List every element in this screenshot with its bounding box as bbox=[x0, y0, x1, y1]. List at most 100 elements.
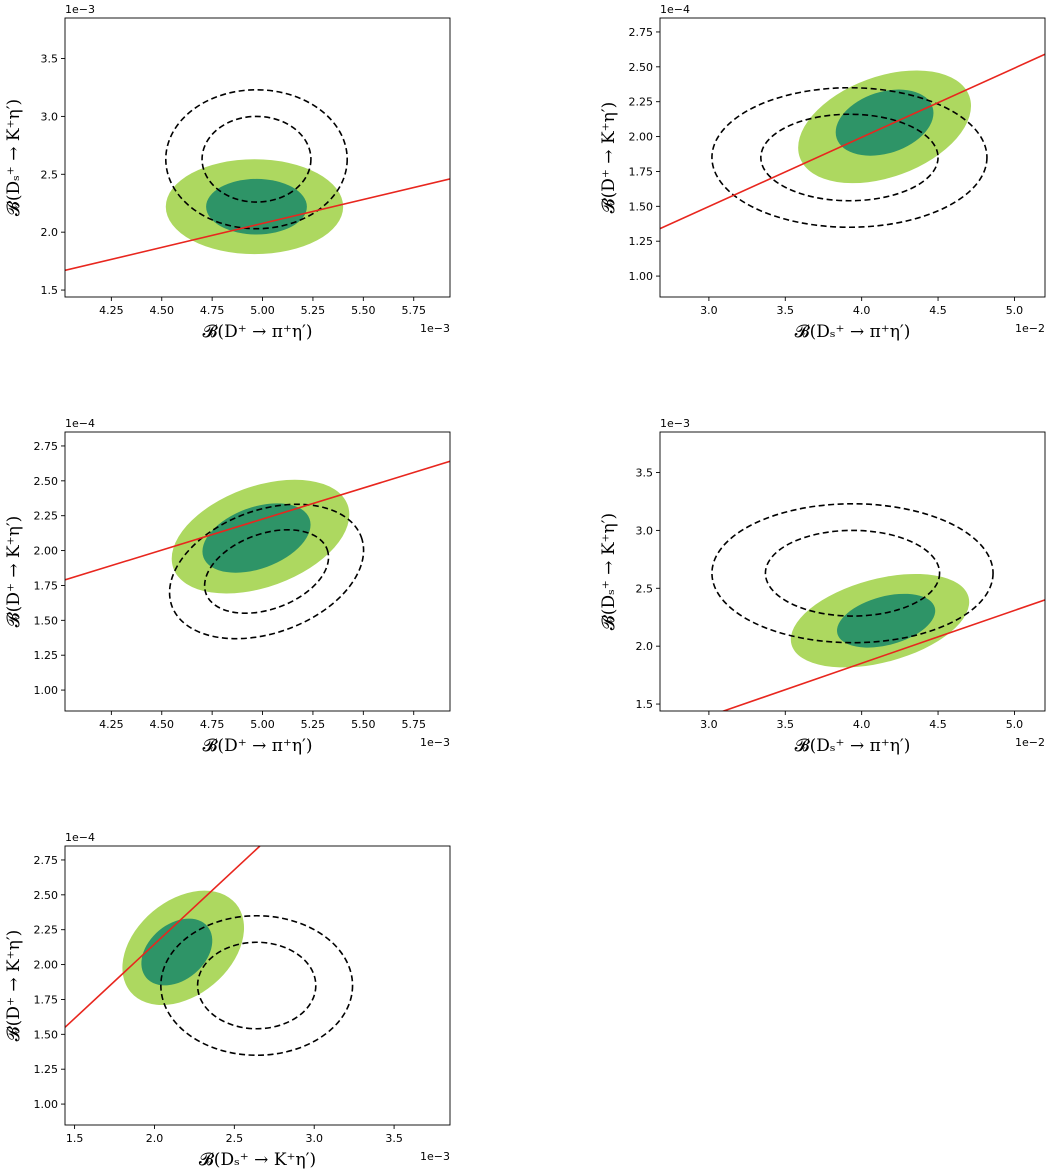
y-tick-label: 3.5 bbox=[41, 53, 59, 66]
x-tick-label: 4.50 bbox=[150, 304, 175, 317]
plot-area bbox=[660, 53, 1045, 230]
y-tick-label: 2.0 bbox=[636, 640, 654, 653]
y-tick-label: 1.00 bbox=[629, 270, 654, 283]
y-tick-label: 2.0 bbox=[41, 226, 59, 239]
y-tick-label: 2.00 bbox=[34, 959, 59, 972]
fit-line bbox=[660, 53, 1045, 230]
inner-confidence-region bbox=[835, 89, 934, 156]
y-tick-label: 1.5 bbox=[41, 284, 59, 297]
y-tick-label: 1.00 bbox=[34, 684, 59, 697]
y-axis-label: 𝓑(Dₛ⁺ → K⁺η′) bbox=[4, 99, 24, 216]
y-offset-text: 1e−4 bbox=[65, 831, 95, 844]
y-tick-label: 1.75 bbox=[34, 579, 59, 592]
y-offset-text: 1e−4 bbox=[660, 3, 690, 16]
x-tick-label: 5.50 bbox=[351, 304, 376, 317]
axes-frame bbox=[64, 431, 451, 712]
fit-line bbox=[65, 846, 261, 1028]
y-tick-label: 2.50 bbox=[34, 889, 59, 902]
x-offset-text: 1e−3 bbox=[420, 322, 450, 335]
y-axis-label: 𝓑(D⁺ → K⁺η′) bbox=[599, 102, 619, 214]
x-tick-label: 4.25 bbox=[99, 718, 124, 731]
x-offset-text: 1e−3 bbox=[420, 736, 450, 749]
y-axis-label: 𝓑(D⁺ → K⁺η′) bbox=[4, 930, 24, 1042]
x-tick-label: 4.25 bbox=[99, 304, 124, 317]
x-tick-label: 3.0 bbox=[700, 304, 718, 317]
y-tick-label: 2.5 bbox=[41, 168, 59, 181]
x-tick-label: 1.5 bbox=[66, 1132, 84, 1145]
dashed-contour-2 bbox=[711, 502, 994, 644]
plot-area bbox=[65, 460, 450, 640]
y-tick-label: 3.0 bbox=[41, 110, 59, 123]
axes-frame bbox=[64, 17, 451, 298]
x-tick-label: 5.25 bbox=[301, 718, 326, 731]
inner-confidence-region bbox=[141, 918, 213, 986]
y-tick-label: 3.5 bbox=[636, 467, 654, 480]
y-tick-label: 2.5 bbox=[636, 582, 654, 595]
y-tick-label: 1.50 bbox=[34, 1028, 59, 1041]
dashed-contour-2 bbox=[168, 503, 365, 640]
panel-top-left: 4.25 4.50 4.75 5.00 5.25 5.50 5.75 1.5 2.0 2.5 3.0… bbox=[4, 3, 451, 342]
plot-area bbox=[711, 502, 1045, 711]
y-offset-text: 1e−3 bbox=[660, 417, 690, 430]
y-offset-text: 1e−3 bbox=[65, 3, 95, 16]
panel-bottom-left: 1.5 2.0 2.5 3.0 3.5 1.00 1.25 1.50 1.75 2.00 2.25 2… bbox=[4, 831, 451, 1170]
x-axis-label: 𝓑(Dₛ⁺ → K⁺η′) bbox=[199, 1150, 316, 1170]
dashed-contour-1 bbox=[203, 528, 330, 615]
y-tick-label: 1.50 bbox=[34, 614, 59, 627]
x-tick-label: 3.5 bbox=[385, 1132, 403, 1145]
inner-confidence-region bbox=[206, 178, 307, 235]
y-axis-label: 𝓑(Dₛ⁺ → K⁺η′) bbox=[599, 513, 619, 630]
x-tick-label: 3.5 bbox=[777, 718, 795, 731]
axes-frame bbox=[659, 17, 1046, 298]
y-tick-label: 1.75 bbox=[34, 993, 59, 1006]
y-tick-label: 2.25 bbox=[34, 510, 59, 523]
x-tick-label: 5.75 bbox=[401, 718, 426, 731]
dashed-contour-1 bbox=[760, 113, 939, 202]
panel-middle-left: 4.25 4.50 4.75 5.00 5.25 5.50 5.75 1.00 1.25 1.50… bbox=[4, 417, 451, 756]
x-tick-label: 3.0 bbox=[700, 718, 718, 731]
y-tick-label: 1.25 bbox=[34, 649, 59, 662]
dashed-contour-1 bbox=[201, 115, 312, 203]
x-tick-label: 5.00 bbox=[250, 304, 275, 317]
axes-frame bbox=[64, 845, 451, 1126]
x-tick-label: 2.5 bbox=[226, 1132, 244, 1145]
x-tick-label: 5.00 bbox=[250, 718, 275, 731]
plot-area bbox=[65, 846, 354, 1057]
x-tick-label: 5.50 bbox=[351, 718, 376, 731]
y-axis-label: 𝓑(D⁺ → K⁺η′) bbox=[4, 516, 24, 628]
panel-middle-right: 3.0 3.5 4.0 4.5 5.0 1.5 2.0 2.5 3.0 3.5 1e−3 1e−2 𝓑(… bbox=[599, 417, 1046, 756]
y-tick-label: 2.50 bbox=[629, 61, 654, 74]
y-tick-label: 3.0 bbox=[636, 524, 654, 537]
dashed-contour-2 bbox=[160, 914, 354, 1057]
y-tick-label: 2.25 bbox=[629, 96, 654, 109]
x-tick-label: 4.50 bbox=[150, 718, 175, 731]
y-tick-label: 2.00 bbox=[34, 545, 59, 558]
y-tick-label: 2.75 bbox=[34, 854, 59, 867]
dashed-contour-2 bbox=[711, 86, 988, 229]
y-tick-label: 1.5 bbox=[636, 698, 654, 711]
y-tick-label: 2.00 bbox=[629, 131, 654, 144]
y-tick-label: 2.75 bbox=[34, 440, 59, 453]
x-tick-label: 3.0 bbox=[305, 1132, 323, 1145]
y-tick-label: 2.25 bbox=[34, 924, 59, 937]
x-tick-label: 4.5 bbox=[929, 718, 947, 731]
y-tick-label: 1.75 bbox=[629, 165, 654, 178]
dashed-contour-2 bbox=[164, 88, 348, 230]
x-offset-text: 1e−2 bbox=[1015, 322, 1045, 335]
y-tick-label: 1.25 bbox=[34, 1063, 59, 1076]
fit-line bbox=[65, 460, 450, 581]
y-tick-label: 1.00 bbox=[34, 1098, 59, 1111]
x-axis-label: 𝓑(D⁺ → π⁺η′) bbox=[202, 736, 312, 756]
x-offset-text: 1e−3 bbox=[420, 1150, 450, 1163]
dashed-contour-1 bbox=[764, 529, 941, 617]
fit-line bbox=[65, 178, 450, 272]
y-offset-text: 1e−4 bbox=[65, 417, 95, 430]
y-tick-label: 1.50 bbox=[629, 200, 654, 213]
x-tick-label: 4.75 bbox=[200, 718, 225, 731]
x-tick-label: 4.0 bbox=[853, 718, 871, 731]
y-tick-label: 2.50 bbox=[34, 475, 59, 488]
x-axis-label: 𝓑(Dₛ⁺ → π⁺η′) bbox=[795, 322, 911, 342]
inner-confidence-region bbox=[837, 593, 936, 648]
dashed-contour-1 bbox=[196, 941, 317, 1030]
